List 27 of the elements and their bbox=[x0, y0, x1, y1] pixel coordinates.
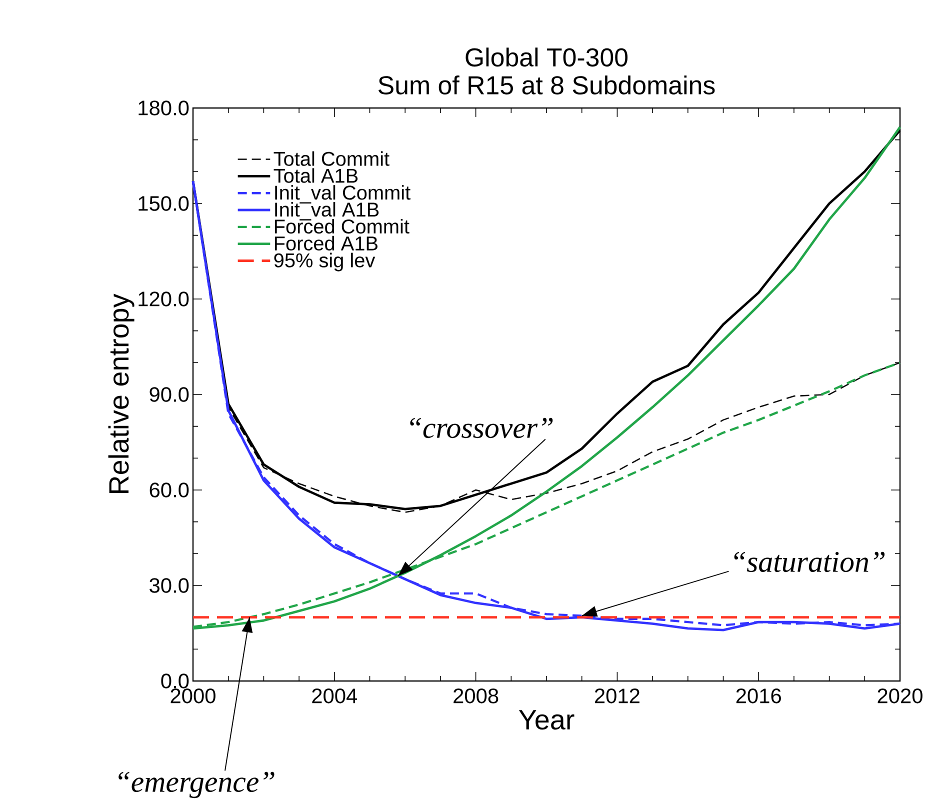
chart-title: Global T0-300 bbox=[466, 48, 628, 67]
x-tick-label: 2020 bbox=[878, 688, 922, 704]
annotation: “crossover” bbox=[410, 418, 553, 438]
legend-label: Forced Commit bbox=[274, 218, 410, 234]
x-tick-label: 2004 bbox=[312, 688, 358, 704]
legend-label: 95% sig lev bbox=[274, 252, 376, 272]
y-tick-label: 30.0 bbox=[150, 578, 189, 593]
x-tick-label: 2016 bbox=[736, 688, 781, 704]
y-tick-label: 120.0 bbox=[138, 292, 189, 306]
legend-label: Init_val Commit bbox=[275, 185, 410, 204]
legend-label: Total A1B bbox=[274, 168, 358, 183]
y-tick-label: 60.0 bbox=[150, 482, 189, 498]
x-axis-title: Year bbox=[518, 710, 574, 730]
legend-label: Init_val A1B bbox=[275, 202, 379, 220]
x-tick-label: 2012 bbox=[594, 688, 640, 704]
x-tick-label: 2008 bbox=[454, 688, 498, 704]
annotation: “emergence” bbox=[118, 772, 274, 798]
y-tick-label: 0.0 bbox=[161, 674, 189, 688]
y-tick-label: 180.0 bbox=[138, 100, 189, 116]
chart-subtitle: Sum of R15 at 8 Subdomains bbox=[378, 75, 715, 94]
legend-label: Forced A1B bbox=[274, 236, 378, 250]
annotation: “saturation” bbox=[734, 552, 885, 572]
y-tick-label: 90.0 bbox=[150, 387, 189, 402]
y-axis-title: Relative entropy bbox=[108, 294, 134, 493]
legend-label: Total Commit bbox=[274, 151, 390, 166]
y-tick-label: 150.0 bbox=[138, 196, 189, 211]
x-tick-label: 2000 bbox=[170, 688, 216, 704]
